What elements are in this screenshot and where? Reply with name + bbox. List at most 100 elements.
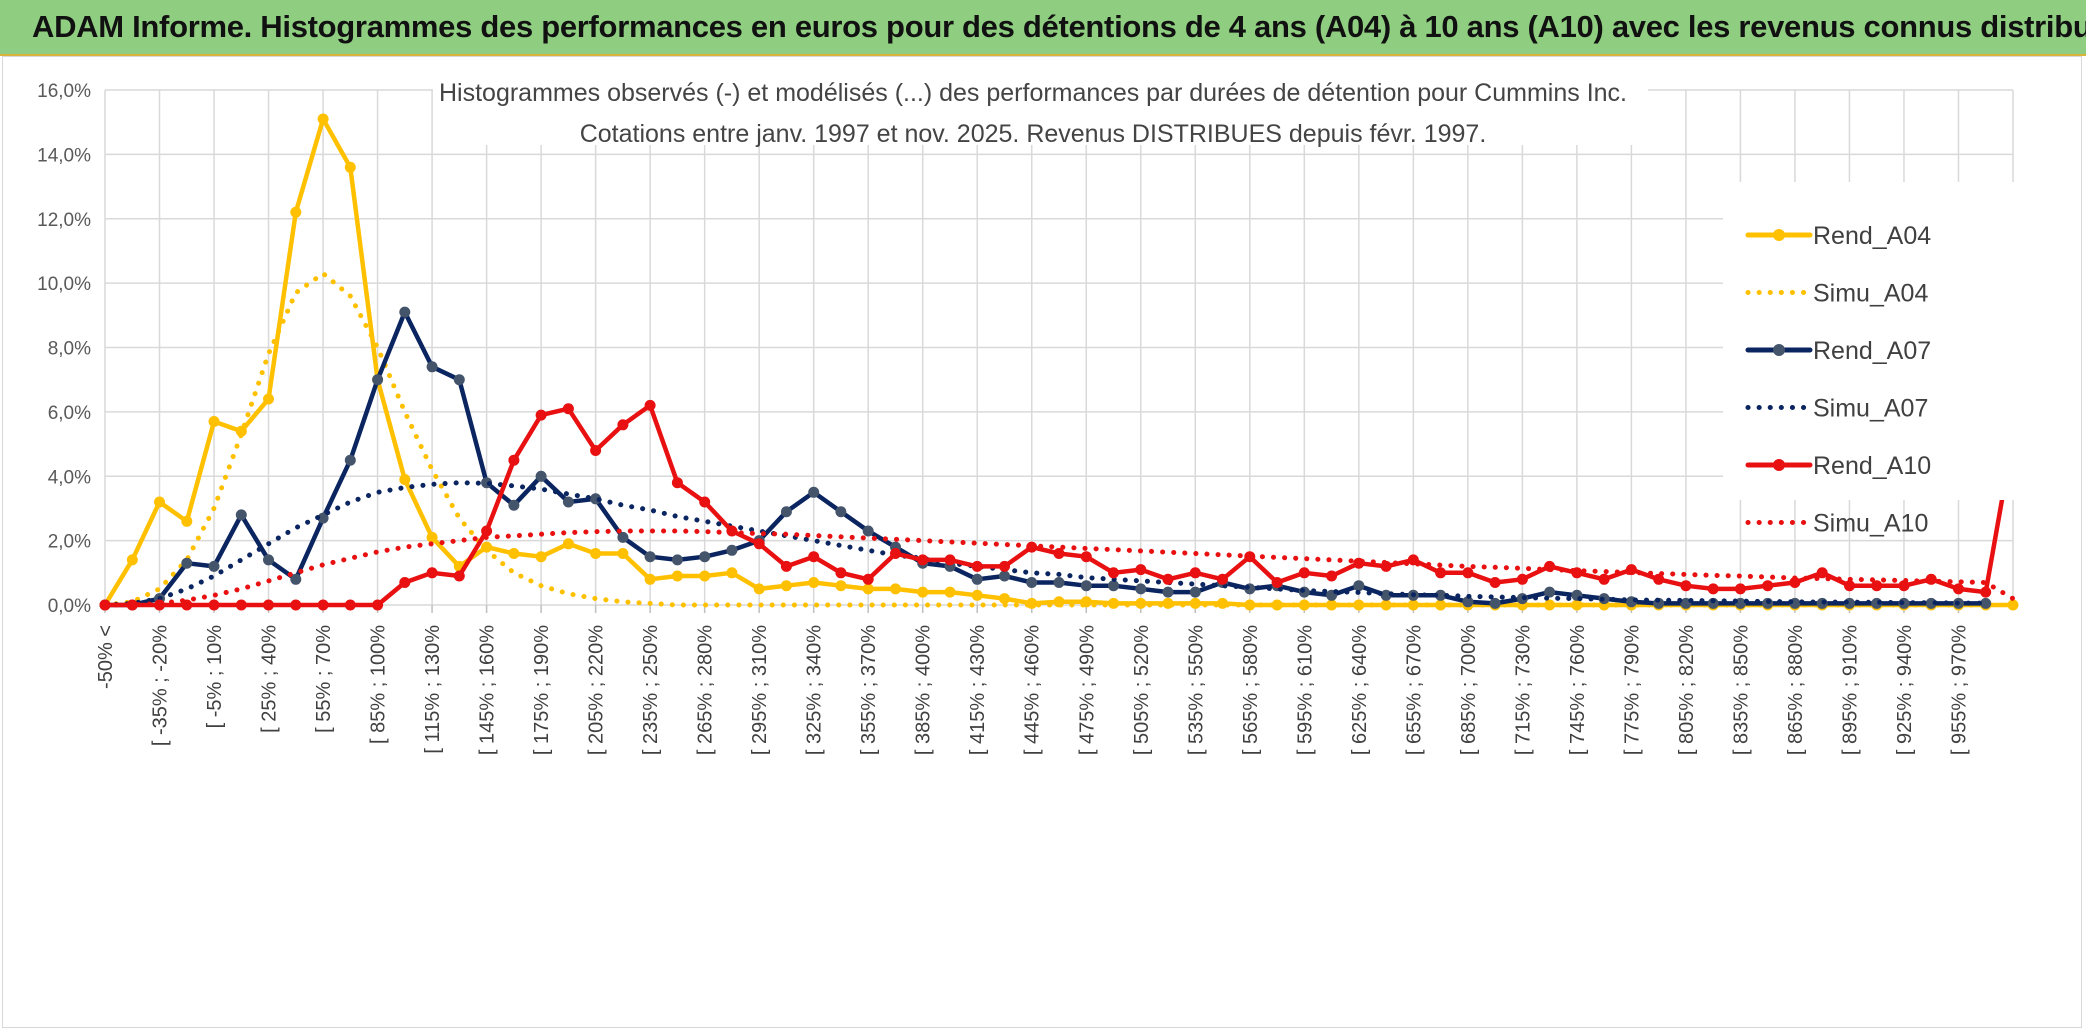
x-tick-label: [ 595% ; 610% — [1294, 625, 1316, 755]
data-point-rend-a04 — [726, 567, 738, 579]
series-line-simu-a04 — [102, 271, 1989, 608]
data-point-rend-a07 — [1080, 580, 1092, 592]
data-point-rend-a07 — [862, 525, 874, 537]
x-tick-label: [ 715% ; 730% — [1512, 625, 1534, 755]
x-tick-label: [ 205% ; 220% — [586, 625, 608, 755]
data-point-rend-a07 — [372, 374, 384, 386]
data-point-rend-a07 — [617, 531, 629, 543]
data-point-rend-a10 — [1953, 583, 1964, 595]
data-point-rend-a10 — [1080, 551, 1092, 563]
data-point-rend-a10 — [1298, 567, 1310, 579]
x-tick-label: [ 655% ; 670% — [1403, 625, 1425, 755]
data-point-rend-a10 — [1871, 580, 1883, 592]
data-point-rend-a10 — [372, 599, 384, 611]
data-point-rend-a04 — [753, 583, 765, 595]
data-point-rend-a10 — [835, 567, 847, 579]
series-line-rend-a07 — [102, 309, 1988, 608]
x-tick-label: [ 745% ; 760% — [1567, 625, 1589, 755]
data-point-rend-a07 — [1353, 580, 1365, 592]
data-point-rend-a07 — [263, 554, 274, 566]
x-tick-label: [ 955% ; 970% — [1948, 625, 1970, 755]
legend-marker-rend-a10 — [1773, 459, 1785, 471]
chart-subtitle: Cotations entre janv. 1997 et nov. 2025.… — [580, 120, 1487, 148]
y-tick-label: 12,0% — [37, 210, 91, 231]
data-point-rend-a10 — [862, 573, 874, 585]
data-point-rend-a10 — [1653, 573, 1665, 585]
data-point-rend-a10 — [263, 599, 274, 611]
x-tick-label: [ 865% ; 880% — [1785, 625, 1807, 755]
legend-label-simu-a04: Simu_A04 — [1813, 280, 1928, 308]
data-point-rend-a07 — [726, 544, 738, 556]
x-tick-label: [ 175% ; 190% — [531, 625, 553, 755]
data-point-rend-a10 — [1435, 567, 1447, 579]
data-point-rend-a07 — [780, 506, 792, 518]
data-point-rend-a04 — [2007, 599, 2019, 611]
data-point-rend-a10 — [344, 599, 356, 611]
data-point-rend-a10 — [481, 525, 493, 537]
x-tick-label: [ 115% ; 130% — [422, 625, 444, 754]
chart-grid — [104, 89, 2014, 613]
data-point-rend-a07 — [1489, 597, 1501, 609]
legend-marker-rend-a07 — [1773, 344, 1785, 356]
data-point-rend-a04 — [671, 570, 683, 582]
data-point-rend-a04 — [508, 548, 520, 559]
data-point-rend-a10 — [890, 548, 901, 559]
data-point-rend-a10 — [1844, 580, 1855, 592]
data-point-rend-a07 — [1026, 577, 1038, 588]
data-point-rend-a04 — [890, 583, 901, 595]
data-point-rend-a04 — [317, 113, 329, 125]
data-point-rend-a04 — [944, 586, 956, 598]
histogram-chart: 0,0% 2,0% 4,0% 6,0% 8,0% 10,0% 12,0% 14,0% 16,0%… — [37, 61, 2019, 755]
data-point-rend-a07 — [1135, 583, 1147, 595]
y-axis: 0,0% 2,0% 4,0% 6,0% 8,0% 10,0% 12,0% 14,0% 16,0% — [37, 81, 91, 617]
data-point-rend-a04 — [590, 548, 602, 559]
data-point-rend-a10 — [1489, 577, 1501, 588]
data-point-rend-a07 — [1189, 586, 1201, 598]
legend-marker-rend-a04 — [1773, 229, 1785, 241]
legend-label-simu-a10: Simu_A10 — [1813, 510, 1928, 538]
title-backdrop — [433, 61, 1648, 145]
x-tick-label: [ 565% ; 580% — [1240, 625, 1262, 755]
data-point-rend-a10 — [917, 554, 929, 566]
x-tick-label: [ 145% ; 160% — [477, 625, 499, 755]
data-point-rend-a10 — [1707, 583, 1719, 595]
data-point-rend-a07 — [344, 454, 356, 466]
x-tick-label: [ 625% ; 640% — [1349, 625, 1371, 755]
data-point-rend-a04 — [999, 593, 1010, 605]
y-tick-label: 10,0% — [37, 274, 91, 295]
data-point-rend-a10 — [699, 496, 711, 508]
x-tick-label: [ 445% ; 460% — [1022, 625, 1044, 755]
data-point-rend-a10 — [971, 560, 983, 572]
x-tick-label: [ 505% ; 520% — [1131, 625, 1153, 755]
data-point-rend-a10 — [1135, 564, 1147, 576]
x-tick-label: [ 685% ; 700% — [1458, 625, 1480, 755]
data-point-rend-a07 — [699, 551, 711, 563]
x-tick-label: [ 535% ; 550% — [1185, 625, 1207, 755]
x-tick-label: [ 835% ; 850% — [1730, 625, 1752, 755]
data-point-rend-a04 — [535, 551, 547, 563]
series-line-simu-a10 — [102, 528, 2016, 608]
series-line-simu-a07 — [102, 480, 1989, 608]
data-point-rend-a07 — [671, 554, 683, 566]
data-point-rend-a10 — [508, 454, 520, 466]
x-tick-label: -50% < — [95, 625, 117, 689]
data-point-rend-a10 — [1053, 548, 1065, 559]
data-point-rend-a10 — [1271, 577, 1283, 588]
data-point-rend-a10 — [453, 570, 465, 582]
data-point-rend-a04 — [290, 206, 302, 218]
data-point-rend-a07 — [562, 496, 574, 508]
data-point-rend-a07 — [208, 560, 220, 572]
data-point-rend-a10 — [753, 538, 765, 550]
data-point-rend-a10 — [1462, 567, 1474, 579]
data-point-rend-a07 — [535, 470, 547, 482]
x-tick-label: [ 235% ; 250% — [640, 625, 662, 755]
data-point-rend-a07 — [971, 573, 983, 585]
x-tick-label: [ -35% ; -20% — [150, 625, 172, 746]
data-point-rend-a04 — [154, 496, 165, 508]
data-point-rend-a04 — [399, 474, 411, 485]
data-point-rend-a07 — [426, 361, 438, 373]
data-point-rend-a10 — [590, 445, 602, 456]
y-tick-label: 16,0% — [37, 81, 91, 102]
data-point-rend-a04 — [126, 554, 138, 566]
legend-label-rend-a07: Rend_A07 — [1813, 337, 1931, 365]
